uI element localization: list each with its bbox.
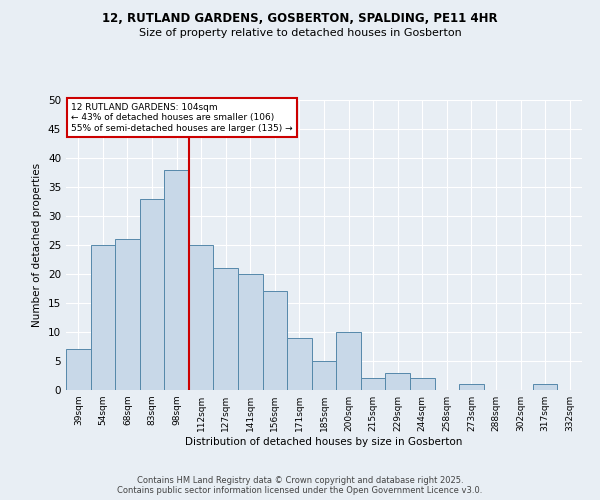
Text: Size of property relative to detached houses in Gosberton: Size of property relative to detached ho… — [139, 28, 461, 38]
Bar — [312, 361, 336, 390]
Bar — [459, 384, 484, 390]
Text: Contains HM Land Registry data © Crown copyright and database right 2025.
Contai: Contains HM Land Registry data © Crown c… — [118, 476, 482, 495]
Text: 12 RUTLAND GARDENS: 104sqm
← 43% of detached houses are smaller (106)
55% of sem: 12 RUTLAND GARDENS: 104sqm ← 43% of deta… — [71, 103, 293, 132]
Bar — [115, 239, 140, 390]
Y-axis label: Number of detached properties: Number of detached properties — [32, 163, 43, 327]
Bar — [140, 198, 164, 390]
X-axis label: Distribution of detached houses by size in Gosberton: Distribution of detached houses by size … — [185, 437, 463, 447]
Bar — [361, 378, 385, 390]
Bar — [164, 170, 189, 390]
Bar — [238, 274, 263, 390]
Bar — [533, 384, 557, 390]
Text: 12, RUTLAND GARDENS, GOSBERTON, SPALDING, PE11 4HR: 12, RUTLAND GARDENS, GOSBERTON, SPALDING… — [102, 12, 498, 26]
Bar — [91, 245, 115, 390]
Bar — [336, 332, 361, 390]
Bar — [385, 372, 410, 390]
Bar — [287, 338, 312, 390]
Bar — [66, 350, 91, 390]
Bar — [410, 378, 434, 390]
Bar — [214, 268, 238, 390]
Bar — [263, 292, 287, 390]
Bar — [189, 245, 214, 390]
